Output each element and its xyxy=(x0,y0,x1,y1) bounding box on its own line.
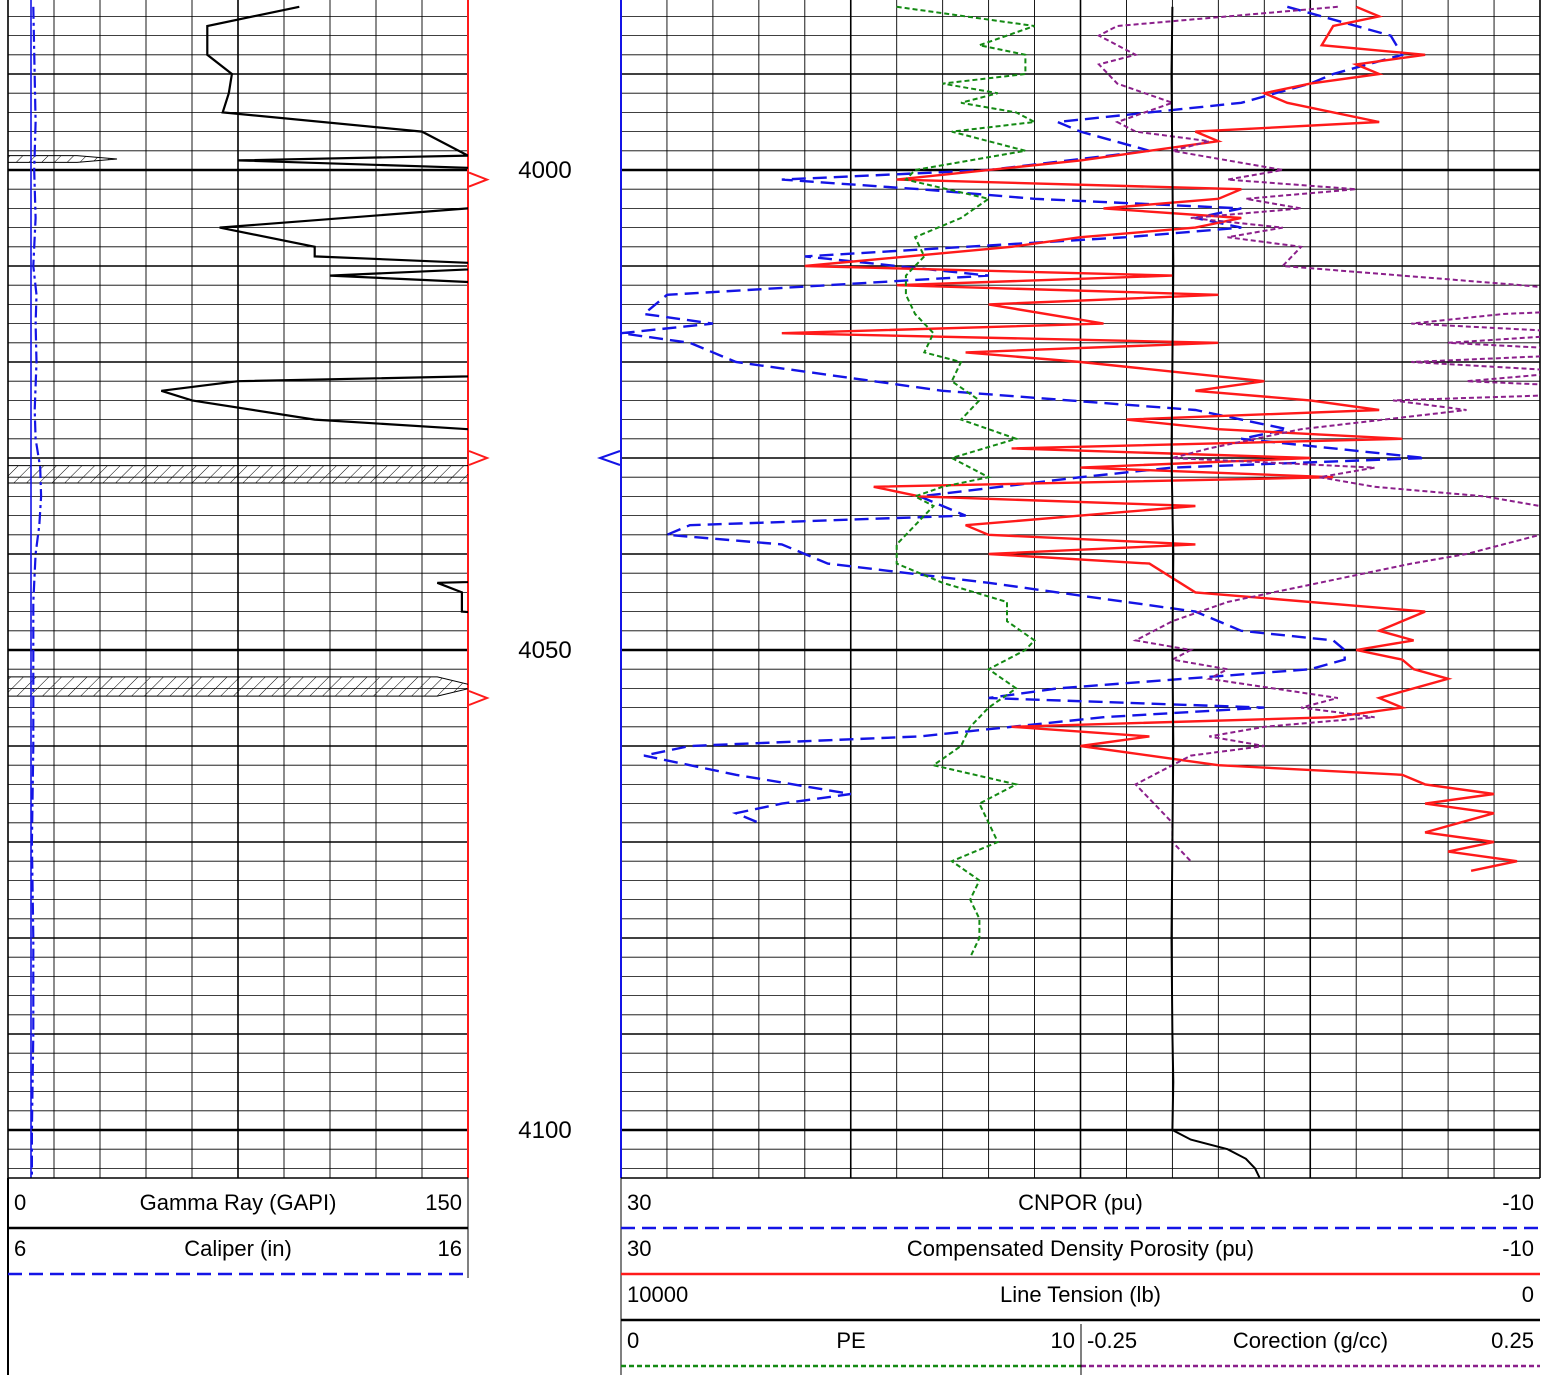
depth-label: 4000 xyxy=(518,157,571,184)
curve-pe xyxy=(895,5,1038,958)
shaded-beds xyxy=(8,155,468,697)
depth-track: 4000 4050 4100 xyxy=(468,157,621,1144)
depth-label: 4100 xyxy=(518,1117,571,1144)
pe-header-title: PE xyxy=(836,1328,865,1353)
curve-tension xyxy=(1170,6,1261,1178)
dpor-header-min: 30 xyxy=(627,1236,651,1261)
gr-header-title: Gamma Ray (GAPI) xyxy=(140,1190,337,1215)
dpor-header-title: Compensated Density Porosity (pu) xyxy=(907,1236,1254,1261)
gr-header-min: 0 xyxy=(14,1190,26,1215)
corr-header-max: 0.25 xyxy=(1491,1328,1534,1353)
cnpor-header-max: -10 xyxy=(1502,1190,1534,1215)
shaded-bed xyxy=(8,676,468,697)
track2-marker xyxy=(596,450,621,466)
curve-dpor xyxy=(781,5,1518,872)
cnpor-header-title: CNPOR (pu) xyxy=(1018,1190,1143,1215)
depth-marker xyxy=(468,171,490,188)
tension-header-min: 10000 xyxy=(627,1282,688,1307)
cnpor-header-min: 30 xyxy=(627,1190,651,1215)
cal-header-title: Caliper (in) xyxy=(184,1236,292,1261)
track2-curves xyxy=(621,5,1540,1178)
tension-header-max: 0 xyxy=(1522,1282,1534,1307)
gr-header-max: 150 xyxy=(425,1190,462,1215)
shaded-bed xyxy=(8,465,468,484)
tension-header-title: Line Tension (lb) xyxy=(1000,1282,1161,1307)
corr-header-min: -0.25 xyxy=(1087,1328,1137,1353)
curve-cnpor xyxy=(621,5,1426,824)
track2-grid xyxy=(620,0,1541,1178)
depth-marker xyxy=(468,450,490,466)
curve-cal xyxy=(30,6,43,1178)
cal-header-max: 16 xyxy=(438,1236,462,1261)
depth-label: 4050 xyxy=(518,637,571,664)
dpor-header-max: -10 xyxy=(1502,1236,1534,1261)
pe-header-min: 0 xyxy=(627,1328,639,1353)
corr-header-title: Corection (g/cc) xyxy=(1233,1328,1388,1353)
cal-header-min: 6 xyxy=(14,1236,26,1261)
depth-marker xyxy=(468,690,490,706)
curve-gr xyxy=(160,5,468,614)
curve-corr xyxy=(1096,5,1540,862)
track1-grid xyxy=(7,0,469,1178)
track1-curves xyxy=(30,0,468,1178)
shaded-bed xyxy=(8,155,118,163)
pe-header-max: 10 xyxy=(1051,1328,1075,1353)
header-panel: 0 Gamma Ray (GAPI) 150 6 Caliper (in) 16 30 CNP… xyxy=(7,1177,1540,1375)
